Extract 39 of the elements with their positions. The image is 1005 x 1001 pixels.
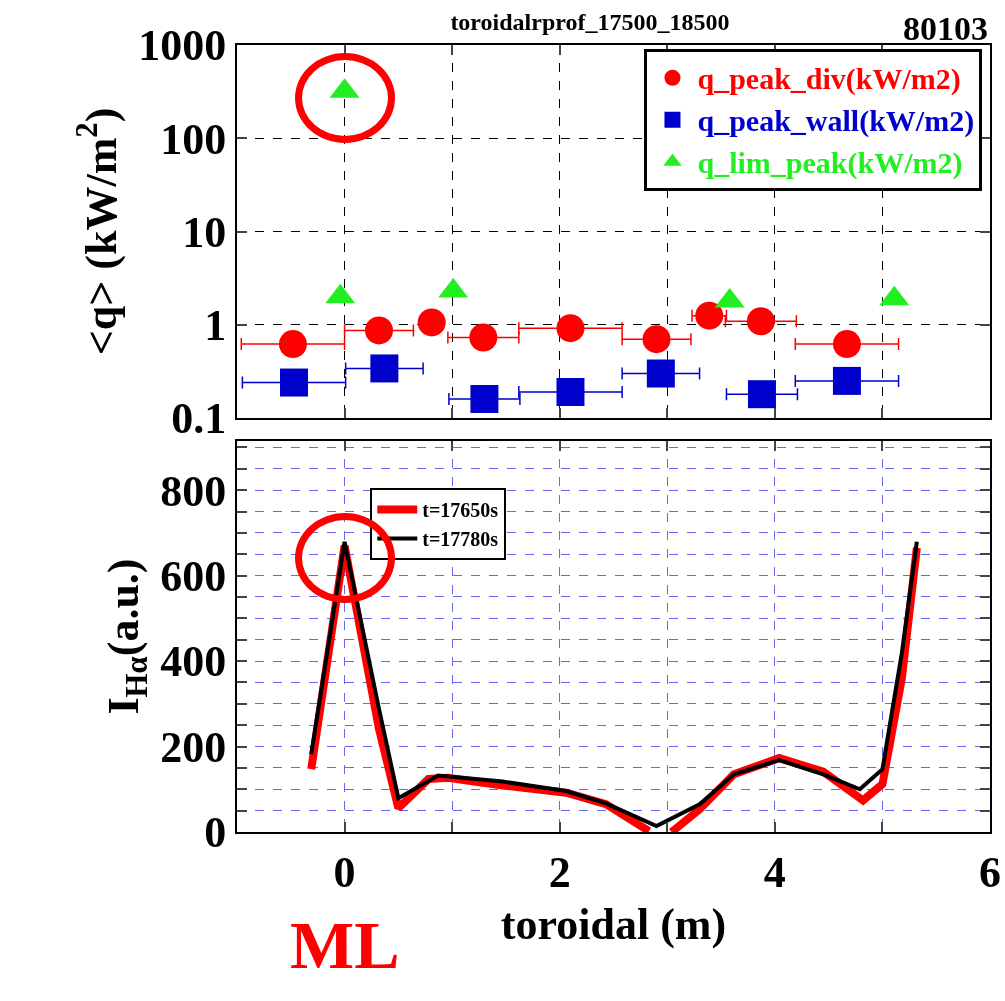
y-tick-label: 200 [160,722,227,772]
y-tick-label: 600 [160,552,227,602]
y-tick-label: 100 [160,114,227,164]
y-tick-label: 10 [182,207,227,257]
point [365,316,393,345]
annotation: 80103 [903,10,988,47]
point [747,380,776,409]
x-tick-label: 6 [979,847,1001,897]
x-axis-title: toroidal (m) [500,899,727,949]
point [469,323,498,352]
legend-label: t=17650s [422,499,499,522]
legend-label: t=17780s [422,528,499,551]
point [642,325,671,354]
y-tick-label: 0.1 [171,394,227,444]
text: ML [290,907,400,983]
point [832,366,861,395]
x-tick-label: 2 [548,847,571,897]
point [280,368,309,397]
point [646,359,675,388]
y-tick-label: 800 [160,466,227,516]
chart-title: toroidalrprof_17500_18500 [450,9,730,36]
legend-label: q_lim_peak(kW/m2) [697,146,963,181]
point [695,301,724,330]
point [278,330,307,359]
legend-label: q_peak_div(kW/m2) [697,62,961,97]
point [417,308,446,337]
point [832,330,861,359]
x-tick-label: 4 [763,847,786,897]
x-tick-label: 0 [333,847,356,897]
point [556,314,585,343]
y-tick-label: 400 [160,637,227,687]
point [370,354,399,383]
point [470,384,499,413]
y-tick-label: 1000 [138,21,227,71]
point [746,307,775,336]
y-tick-label: 0 [204,808,227,858]
y-tick-label: 1 [204,301,227,351]
point [556,378,585,407]
legend-label: q_peak_wall(kW/m2) [697,104,975,139]
